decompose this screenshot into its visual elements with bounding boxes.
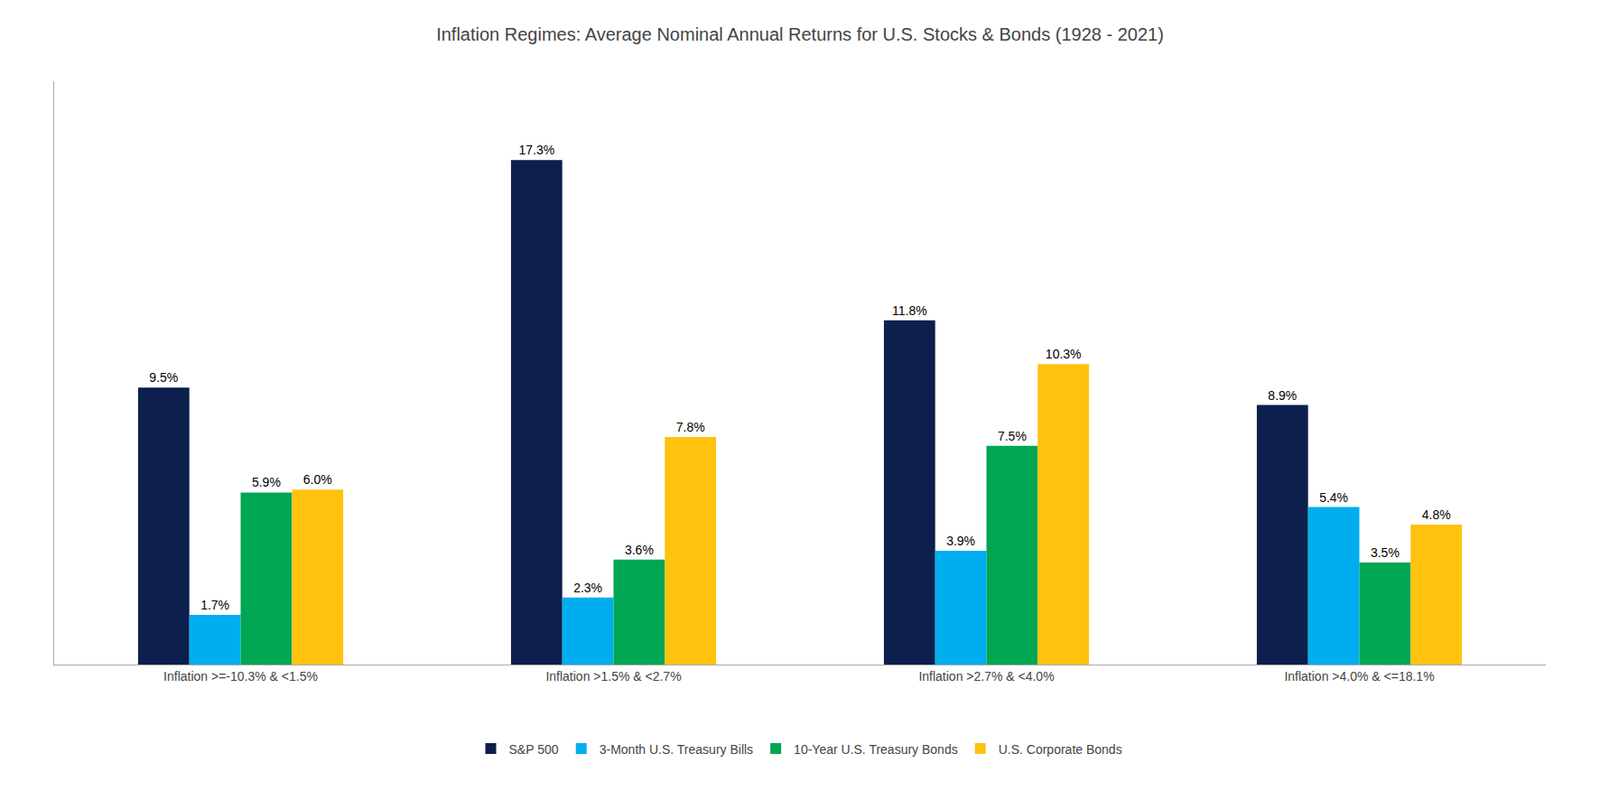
svg-text:9.5%: 9.5% — [148, 370, 178, 385]
svg-text:3.9%: 3.9% — [946, 533, 976, 549]
svg-text:Inflation >=-10.3% & <1.5%: Inflation >=-10.3% & <1.5% — [163, 669, 318, 684]
svg-text:5.4%: 5.4% — [1319, 490, 1349, 505]
svg-text:Inflation Regimes: Average Nom: Inflation Regimes: Average Nominal Annua… — [436, 24, 1164, 45]
svg-text:5.9%: 5.9% — [251, 474, 281, 490]
svg-text:8.9%: 8.9% — [1267, 388, 1297, 403]
svg-text:Inflation >2.7% & <4.0%: Inflation >2.7% & <4.0% — [918, 669, 1054, 684]
svg-text:17.3%: 17.3% — [518, 142, 555, 158]
svg-text:4.8%: 4.8% — [1422, 507, 1452, 522]
svg-text:S&P 500: S&P 500 — [509, 742, 559, 757]
svg-text:11.8%: 11.8% — [892, 303, 928, 318]
svg-text:3-Month U.S. Treasury Bills: 3-Month U.S. Treasury Bills — [599, 742, 754, 757]
svg-text:3.5%: 3.5% — [1370, 545, 1400, 560]
svg-text:7.8%: 7.8% — [676, 419, 706, 435]
svg-text:10-Year U.S. Treasury Bonds: 10-Year U.S. Treasury Bonds — [793, 742, 959, 757]
svg-text:1.7%: 1.7% — [200, 597, 230, 613]
svg-text:6.0%: 6.0% — [303, 472, 333, 487]
svg-text:3.6%: 3.6% — [624, 542, 654, 558]
svg-text:U.S. Corporate Bonds: U.S. Corporate Bonds — [998, 742, 1123, 757]
svg-text:2.3%: 2.3% — [573, 580, 603, 596]
svg-text:7.5%: 7.5% — [997, 428, 1027, 444]
svg-text:Inflation >1.5% & <2.7%: Inflation >1.5% & <2.7% — [545, 669, 681, 684]
svg-text:10.3%: 10.3% — [1045, 346, 1082, 362]
svg-text:Inflation >4.0% & <=18.1%: Inflation >4.0% & <=18.1% — [1283, 669, 1434, 684]
